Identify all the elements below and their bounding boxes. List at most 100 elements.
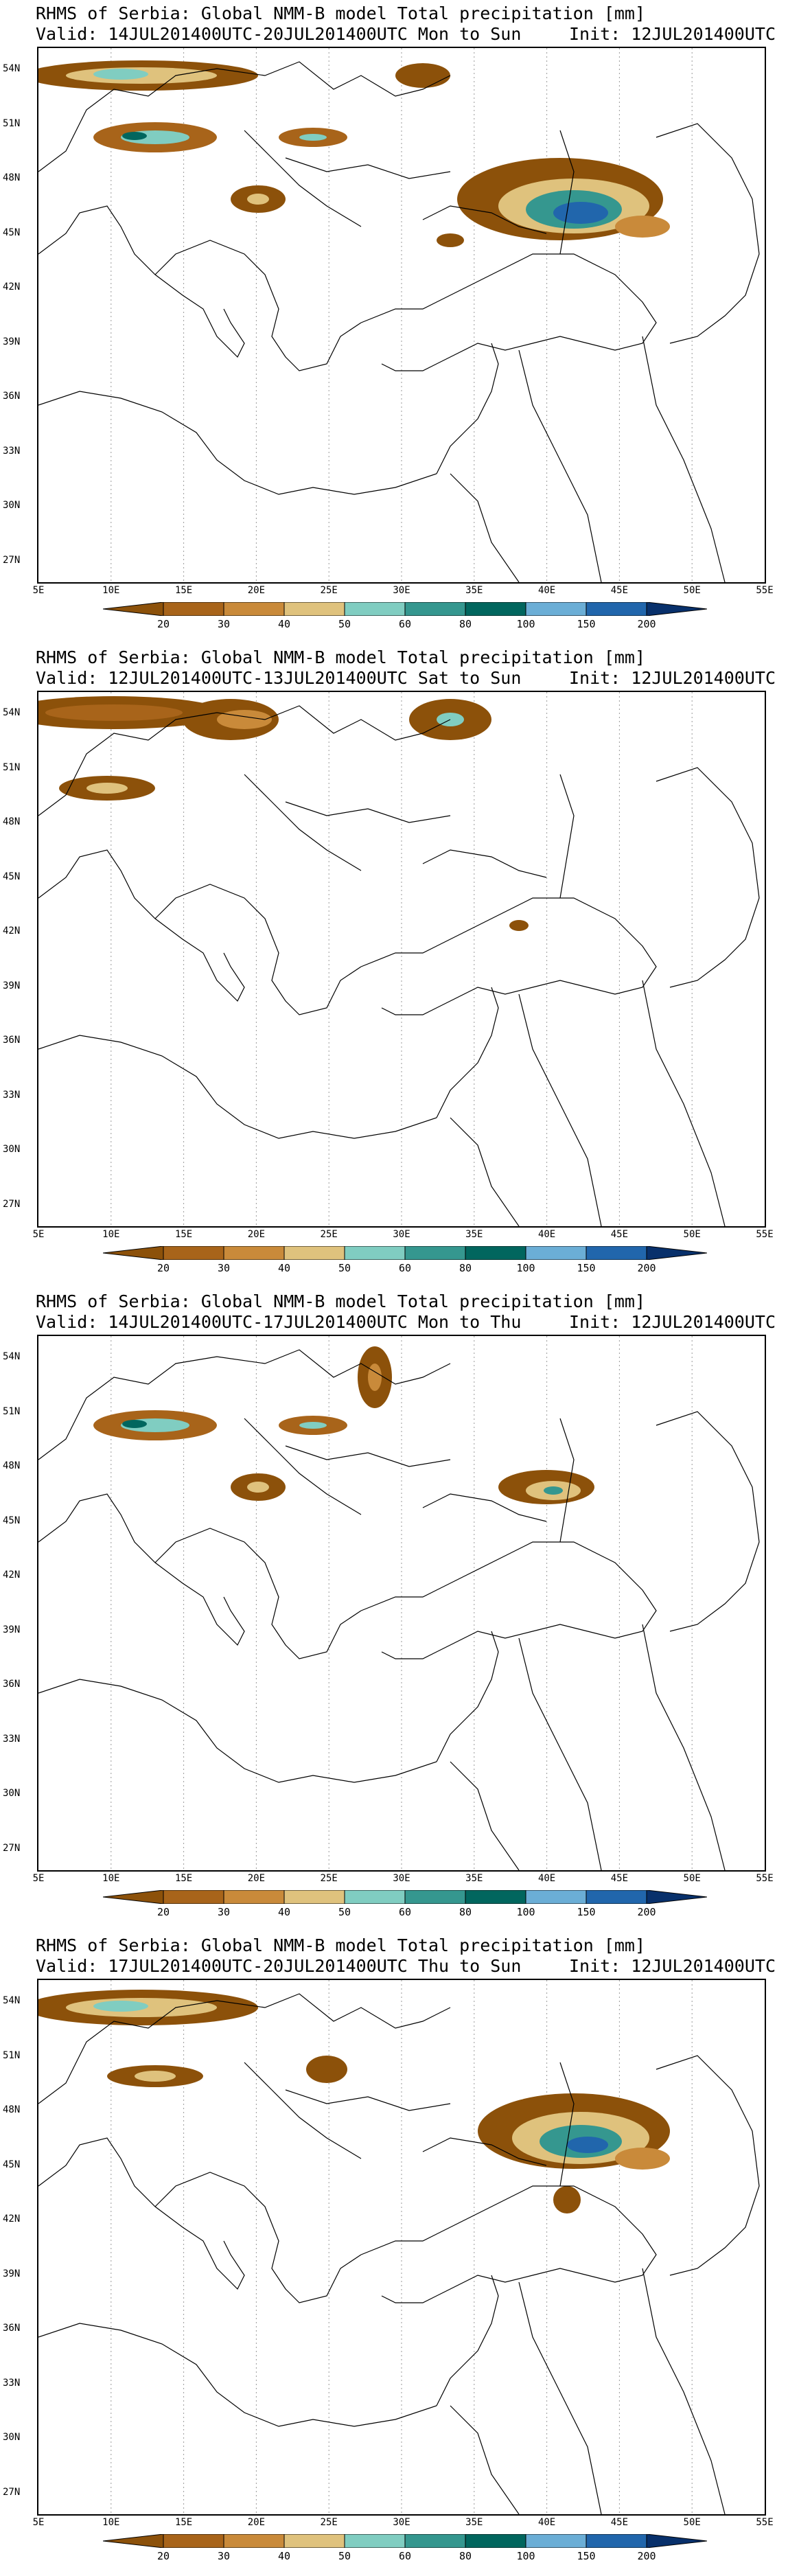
coastline [518,1637,602,1870]
init-time: Init: 12JUL201400UTC [568,1956,776,1976]
coastline [450,1761,520,1870]
colorbar-segment [646,1889,708,1905]
coastline [436,343,499,474]
coastline [559,130,575,255]
colorbar-segment [586,2533,647,2549]
coastline [38,705,451,816]
colorbar-label: 100 [516,1262,535,1274]
coastline [450,1117,520,1226]
lon-label: 20E [247,2517,266,2528]
map-panel-1: RHMS of Serbia: Global NMM-B model Total… [0,0,788,644]
coastline [244,130,362,227]
colorbar-segment [525,601,587,617]
colorbar-label: 80 [459,1906,472,1918]
lat-label: 33N [3,445,21,457]
coastline [422,1493,547,1522]
coastline [38,2137,245,2290]
lon-label: 50E [683,585,701,596]
map-panel-4: RHMS of Serbia: Global NMM-B model Total… [0,1932,788,2576]
colorbar-segment [404,1889,466,1905]
coastline [38,1493,245,1646]
precip-area [122,132,147,140]
lat-label: 45N [3,2159,21,2170]
lon-label: 40E [537,1229,556,1240]
lat-label: 48N [3,1460,21,1471]
precip-area [247,194,269,205]
coastline [642,980,726,1226]
coastline [38,1349,451,1460]
precip-area [509,920,529,931]
colorbar-svg [102,2533,708,2549]
colorbar-segment [525,1889,587,1905]
colorbar-label: 200 [637,618,656,630]
coastline [154,1528,362,1659]
colorbar-label: 60 [398,1262,412,1274]
lat-label: 51N [3,2049,21,2061]
precip-area [553,2186,581,2213]
colorbar-svg [102,1245,708,1261]
lon-label: 15E [174,1873,193,1884]
lat-label: 27N [3,554,21,566]
colorbar-segment [102,2533,164,2549]
lon-label: 15E [174,585,193,596]
colorbar-segment [283,1245,345,1261]
valid-period: Valid: 17JUL201400UTC-20JUL201400UTC Thu… [36,1956,522,1976]
lat-label: 48N [3,816,21,827]
precip-area [567,2137,608,2153]
lon-label: 50E [683,1873,701,1884]
colorbar-segment [223,1889,285,1905]
lon-label: 45E [610,1229,629,1240]
lat-label: 54N [3,63,21,74]
colorbar-label: 200 [637,1262,656,1274]
lon-label: 40E [537,2517,556,2528]
map-canvas [38,1980,760,2514]
lat-label: 30N [3,1144,21,1155]
coastline [450,473,520,582]
lon-label: 35E [465,1873,483,1884]
map-title: RHMS of Serbia: Global NMM-B model Total… [36,3,646,23]
coastline [244,2062,362,2159]
precipitation-map [37,47,766,584]
colorbar-label: 50 [338,1262,351,1274]
coastline [360,2185,657,2283]
precip-area [615,216,670,238]
lat-label: 33N [3,1089,21,1101]
precip-area [45,704,183,721]
coastline [559,774,575,899]
coastline [422,849,547,878]
colorbar-segment [525,1245,587,1261]
coastline [422,2137,547,2166]
lat-label: 36N [3,1679,21,1690]
coastline [381,2268,616,2303]
colorbar-label: 80 [459,1262,472,1274]
coastline [381,1624,616,1659]
colorbar-label: 100 [516,1906,535,1918]
coastline [154,2172,362,2303]
colorbar-label: 20 [157,1262,170,1274]
colorbar-label: 20 [157,1906,170,1918]
precip-area [395,63,450,88]
lat-label: 54N [3,1351,21,1362]
coastline [450,2405,520,2514]
colorbar-label: 50 [338,1906,351,1918]
map-panel-2: RHMS of Serbia: Global NMM-B model Total… [0,644,788,1288]
lon-label: 55E [756,1229,774,1240]
lat-label: 36N [3,1035,21,1046]
lat-label: 30N [3,1788,21,1799]
precip-area [135,2071,176,2082]
lat-label: 30N [3,500,21,511]
lon-label: 35E [465,2517,483,2528]
coastline [244,774,362,871]
colorbar-segment [163,1889,224,1905]
coastline [642,1624,726,1870]
lon-label: 5E [32,585,45,596]
map-title: RHMS of Serbia: Global NMM-B model Total… [36,647,646,667]
lon-label: 30E [393,1873,410,1884]
lat-label: 39N [3,980,21,991]
coastline [656,123,760,344]
colorbar-label: 30 [217,618,231,630]
init-time: Init: 12JUL201400UTC [568,668,776,688]
colorbar-label: 30 [217,1906,231,1918]
colorbar [102,2533,708,2549]
colorbar [102,1245,708,1261]
